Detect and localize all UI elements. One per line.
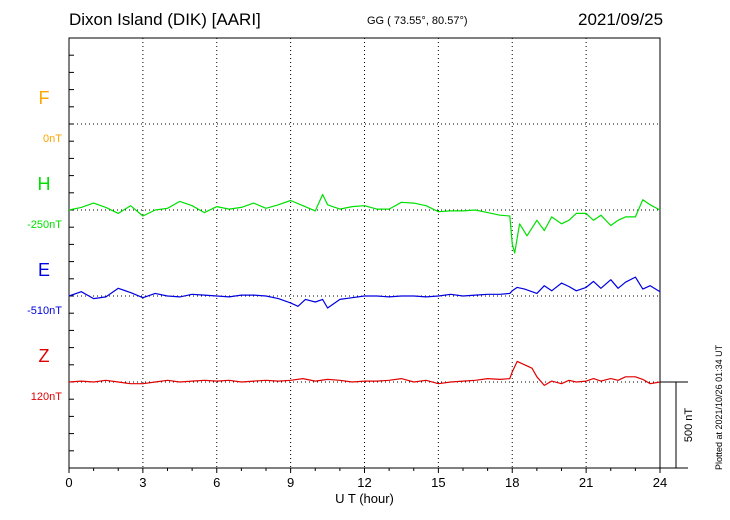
x-tick-label: 6 [213, 475, 220, 490]
series-letter-e: E [38, 260, 50, 280]
scale-bar-label: 500 nT [683, 408, 695, 443]
x-tick-label: 0 [65, 475, 72, 490]
series-letter-f: F [39, 88, 50, 108]
x-axis-label: U T (hour) [335, 491, 394, 506]
series-line-h [68, 193, 661, 254]
x-tick-label: 3 [139, 475, 146, 490]
x-tick-label: 15 [431, 475, 445, 490]
x-tick-label: 18 [505, 475, 519, 490]
geographic-coordinates: GG ( 73.55°, 80.57°) [367, 15, 468, 27]
baseline-label-z: 120nT [31, 391, 62, 403]
baseline-label-h: -250nT [27, 219, 62, 231]
baseline-label-e: -510nT [27, 305, 62, 317]
series-letter-h: H [38, 174, 51, 194]
x-tick-label: 9 [287, 475, 294, 490]
chart-date: 2021/09/25 [578, 10, 664, 29]
plotted-timestamp: Plotted at 2021/10/26 01:34 UT [714, 344, 724, 470]
series-line-z [68, 360, 661, 386]
series-line-e [68, 276, 661, 309]
x-tick-label: 24 [653, 475, 667, 490]
series-letter-z: Z [39, 346, 50, 366]
station-title: Dixon Island (DIK) [AARI] [69, 10, 261, 29]
x-tick-label: 21 [579, 475, 593, 490]
x-tick-label: 12 [357, 475, 371, 490]
baseline-label-f: 0nT [43, 133, 62, 145]
